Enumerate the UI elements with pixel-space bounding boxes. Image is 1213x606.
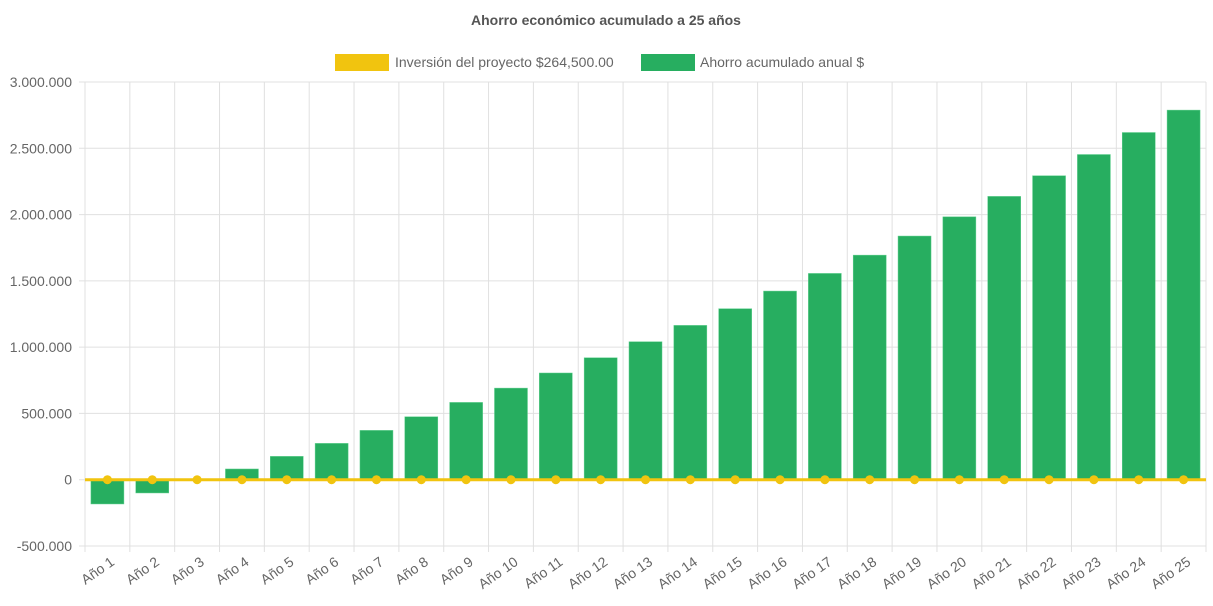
x-tick-label: Año 6 — [302, 553, 341, 587]
investment-point-21 — [999, 475, 1009, 485]
y-tick-label: 500.000 — [21, 405, 72, 421]
x-tick-label: Año 5 — [257, 553, 296, 587]
x-tick-label: Año 13 — [610, 553, 656, 592]
bar-20 — [942, 216, 977, 480]
investment-point-7 — [371, 475, 381, 485]
investment-point-14 — [685, 475, 695, 485]
y-tick-label: -500.000 — [17, 538, 72, 554]
bar-24 — [1121, 132, 1156, 480]
investment-point-5 — [282, 475, 292, 485]
bar-9 — [449, 402, 483, 480]
x-tick-label: Año 18 — [834, 553, 880, 592]
investment-point-11 — [551, 475, 561, 485]
x-tick-label: Año 16 — [744, 553, 790, 592]
investment-point-8 — [416, 475, 426, 485]
legend-item-investment[interactable]: Inversión del proyecto $264,500.00 — [335, 54, 614, 71]
bar-11 — [539, 372, 573, 480]
investment-point-20 — [954, 475, 964, 485]
bar-13 — [628, 341, 663, 480]
bar-23 — [1077, 154, 1111, 480]
y-tick-label: 2.000.000 — [10, 207, 72, 223]
x-tick-label: Año 11 — [521, 553, 566, 591]
investment-point-2 — [147, 475, 157, 485]
legend-swatch-investment — [335, 54, 389, 71]
investment-point-16 — [775, 475, 785, 485]
investment-point-22 — [1044, 475, 1054, 485]
investment-point-13 — [641, 475, 650, 485]
legend-label-savings: Ahorro acumulado anual $ — [700, 54, 864, 70]
bars — [90, 109, 1201, 505]
investment-point-10 — [506, 475, 516, 485]
investment-point-15 — [730, 475, 740, 485]
legend-label-investment: Inversión del proyecto $264,500.00 — [395, 54, 614, 70]
investment-point-18 — [865, 475, 875, 485]
x-tick-label: Año 25 — [1148, 553, 1194, 592]
investment-point-19 — [910, 475, 920, 485]
x-tick-label: Año 7 — [347, 553, 386, 587]
x-tick-label: Año 3 — [168, 553, 207, 587]
investment-point-17 — [820, 475, 830, 485]
x-tick-label: Año 8 — [392, 553, 431, 587]
bar-22 — [1032, 175, 1066, 480]
y-tick-label: 1.000.000 — [10, 339, 72, 355]
investment-point-4 — [237, 475, 247, 485]
legend: Inversión del proyecto $264,500.00 Ahorr… — [335, 54, 864, 71]
bar-6 — [314, 443, 349, 480]
x-tick-label: Año 10 — [475, 553, 521, 592]
bar-19 — [897, 235, 932, 480]
bar-16 — [763, 290, 797, 480]
investment-point-23 — [1089, 475, 1099, 485]
investment-point-6 — [327, 475, 337, 485]
x-tick-label: Año 9 — [437, 553, 476, 587]
bar-7 — [359, 430, 394, 480]
investment-point-25 — [1179, 475, 1189, 485]
bar-18 — [852, 254, 887, 480]
y-tick-label: 2.500.000 — [10, 140, 72, 156]
bar-10 — [494, 387, 528, 480]
investment-point-9 — [461, 475, 471, 485]
bar-8 — [404, 416, 439, 480]
x-tick-label: Año 15 — [699, 553, 745, 592]
y-tick-label: 1.500.000 — [10, 273, 72, 289]
bar-17 — [808, 273, 842, 480]
investment-point-12 — [596, 475, 606, 485]
bar-12 — [583, 357, 618, 480]
x-tick-label: Año 2 — [123, 553, 162, 587]
investment-line — [85, 475, 1206, 485]
y-tick-label: 0 — [64, 472, 72, 488]
bar-14 — [673, 325, 708, 480]
x-tick-label: Año 21 — [968, 553, 1014, 592]
x-tick-label: Año 4 — [213, 553, 252, 587]
grid — [79, 81, 1207, 552]
investment-point-3 — [192, 475, 202, 485]
bar-25 — [1166, 109, 1201, 480]
investment-point-1 — [102, 475, 112, 485]
y-tick-label: 3.000.000 — [10, 74, 72, 90]
x-axis: Año 1 Año 2 Año 3 Año 4 Año 5 Año 6 Año 7 Año 8… — [78, 553, 1193, 592]
x-tick-label: Año 12 — [565, 553, 611, 592]
x-tick-label: Año 14 — [655, 553, 701, 592]
x-tick-label: Año 19 — [879, 553, 925, 592]
legend-item-savings[interactable]: Ahorro acumulado anual $ — [641, 54, 864, 71]
x-tick-label: Año 17 — [789, 553, 835, 592]
investment-point-24 — [1134, 475, 1144, 485]
x-tick-label: Año 20 — [924, 553, 970, 592]
x-tick-label: Año 1 — [78, 553, 117, 587]
bar-21 — [987, 196, 1021, 480]
bar-15 — [718, 308, 752, 480]
legend-swatch-savings — [641, 54, 695, 71]
y-axis: 3.000.000 2.500.000 2.000.000 1.500.000 1.00… — [10, 74, 73, 554]
x-tick-label: Año 23 — [1058, 553, 1104, 592]
chart-title: Ahorro económico acumulado a 25 años — [471, 12, 741, 28]
x-tick-label: Año 22 — [1013, 553, 1059, 592]
x-tick-label: Año 24 — [1103, 553, 1149, 592]
